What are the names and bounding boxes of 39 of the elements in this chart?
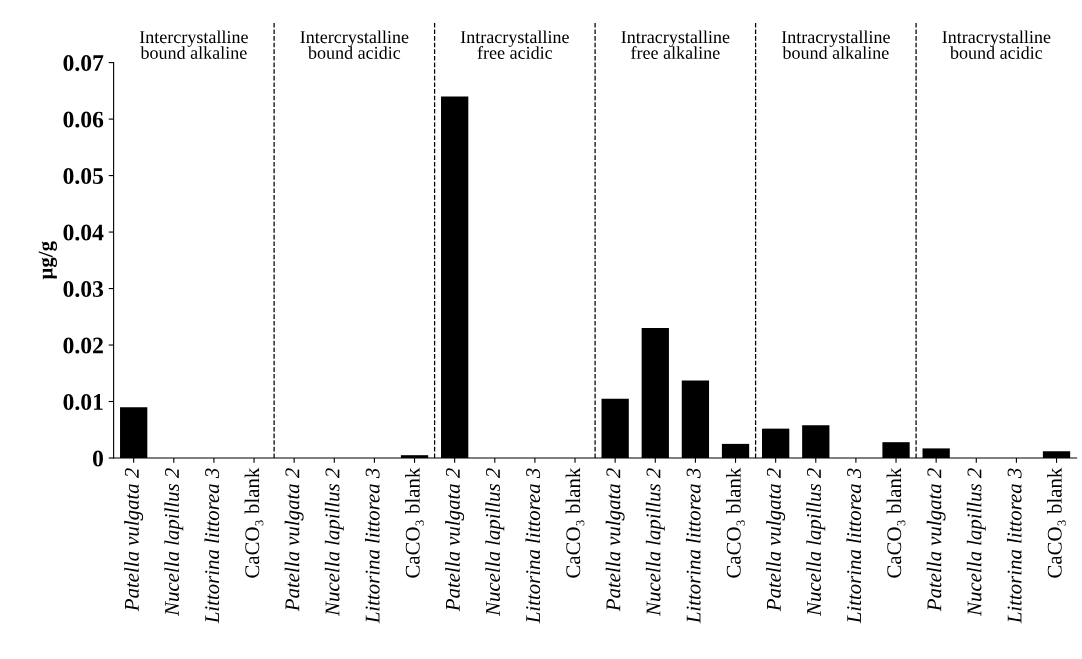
x-tick-label: CaCO₃ blank	[886, 467, 906, 578]
y-tick-label: 0	[92, 450, 103, 467]
x-tick-label: Littorina littorea 3	[1006, 468, 1022, 624]
x-tick-label: Littorina littorea 3	[846, 468, 862, 624]
y-tick-label: 0.01	[63, 394, 103, 411]
x-tick-label: Nucella lapillus 2	[966, 468, 986, 617]
x-tick-label: CaCO₃ blank	[244, 467, 264, 578]
x-tick-label: Nucella lapillus 2	[485, 468, 505, 617]
x-tick-label: CaCO₃ blank	[1047, 467, 1066, 578]
text: Intracrystalline free alkaline	[621, 30, 730, 59]
y-tick-label: 0.07	[63, 55, 104, 72]
x-tick-label: CaCO₃ blank	[565, 467, 585, 578]
y-tick-label: 0.03	[63, 281, 104, 298]
y-tick-label: 0.06	[63, 111, 104, 128]
x-tick-label: CaCO₃ blank	[726, 467, 745, 578]
x-tick-label: Nucella lapillus 2	[806, 468, 826, 617]
x-tick-label: Littorina littorea 3	[364, 468, 380, 624]
y-tick-label: 0.04	[63, 224, 104, 241]
y-tick-label: 0.02	[63, 337, 103, 354]
x-tick-label: Patella vulgata 2	[124, 468, 144, 612]
x-tick-label: Littorina littorea 3	[204, 468, 220, 624]
x-tick-label: Nucella lapillus 2	[645, 468, 665, 617]
x-tick-label: Patella vulgata 2	[926, 468, 946, 612]
text: Intracrystalline free acidic	[460, 30, 569, 59]
x-tick-label: Littorina littorea 3	[685, 468, 701, 624]
x-tick-label: Patella vulgata 2	[445, 468, 465, 612]
text: Intercrystalline bound acidic	[300, 30, 409, 59]
x-tick-label: Patella vulgata 2	[605, 468, 625, 612]
text: Intracrystalline bound acidic	[942, 30, 1051, 59]
x-tick-label: Nucella lapillus 2	[164, 468, 184, 617]
x-tick-label: CaCO₃ blank	[405, 467, 424, 578]
y-tick-label: 0.05	[63, 168, 104, 185]
text: Intracrystalline bound alkaline	[781, 30, 890, 59]
y-axis-title: µg/g	[38, 241, 58, 280]
x-tick-label: Nucella lapillus 2	[324, 468, 344, 617]
x-tick-label: Littorina littorea 3	[525, 468, 541, 624]
x-tick-label: Patella vulgata 2	[766, 468, 786, 612]
x-tick-label: Patella vulgata 2	[284, 468, 304, 612]
text: Intercrystalline bound alkaline	[139, 30, 248, 59]
